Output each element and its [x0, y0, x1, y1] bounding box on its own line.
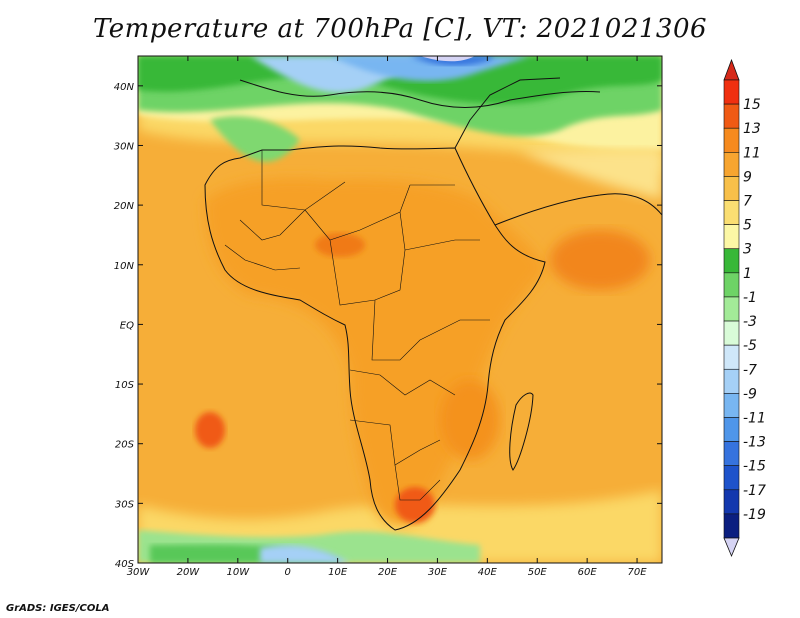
colorbar-label: -5	[743, 338, 757, 354]
colorbar: 15 13 11 9 7 5 3 1 -1 -3 -5 -7 -9 -11 -13 -15 -17 -19	[723, 58, 766, 558]
map-title: Temperature at 700hPa [C], VT: 202102130…	[92, 14, 708, 44]
colorbar-swatch	[723, 176, 740, 201]
lat-tick-label: 40S	[115, 559, 135, 570]
lon-tick-label: 0	[285, 567, 291, 578]
colorbar-swatch	[723, 200, 740, 225]
colorbar-swatch	[723, 393, 740, 418]
colorbar-label: -1	[743, 290, 757, 306]
colorbar-label: -13	[743, 435, 766, 451]
colorbar-label: 13	[743, 121, 761, 137]
colorbar-swatch	[723, 224, 740, 250]
colorbar-min-triangle	[723, 537, 740, 558]
plot-frame	[137, 55, 663, 564]
colorbar-swatch	[723, 103, 740, 129]
colorbar-swatch	[723, 465, 740, 491]
colorbar-label: -9	[743, 386, 757, 402]
country-borders	[224, 150, 490, 501]
colorbar-max-triangle	[723, 58, 740, 81]
lat-tick-label: 10S	[115, 380, 135, 391]
colorbar-label: 7	[743, 194, 752, 210]
lon-tick-label: 30E	[428, 567, 448, 578]
colorbar-swatch	[723, 272, 740, 298]
colorbar-swatch	[723, 344, 740, 370]
lon-tick-label: 40E	[478, 567, 498, 578]
lon-tick-label: 30W	[127, 567, 151, 578]
colorbar-label: 9	[743, 169, 752, 185]
colorbar-label: -3	[743, 314, 757, 330]
lon-tick-label: 70E	[628, 567, 648, 578]
colorbar-swatch	[723, 248, 740, 274]
colorbar-label: 5	[743, 218, 752, 234]
colorbar-swatch	[723, 489, 740, 515]
lon-tick-label: 50E	[528, 567, 548, 578]
colorbar-label: 1	[743, 266, 752, 282]
lon-tick-label: 60E	[578, 567, 598, 578]
colorbar-swatch	[723, 296, 740, 322]
lat-tick-label: 10N	[114, 261, 135, 272]
colorbar-swatch	[723, 127, 740, 153]
colorbar-label: 11	[743, 145, 761, 161]
colorbar-label: -19	[743, 507, 766, 523]
lon-tick-label: 10E	[328, 567, 348, 578]
colorbar-swatch	[723, 152, 740, 177]
colorbar-swatch	[723, 441, 740, 466]
colorbar-label: 15	[743, 97, 761, 113]
lat-tick-label: EQ	[120, 320, 134, 331]
lat-tick-label: 30N	[114, 141, 135, 152]
colorbar-swatch	[723, 320, 740, 346]
temperature-field	[138, 56, 662, 563]
colorbar-swatch	[723, 417, 740, 442]
colorbar-swatch	[723, 368, 740, 394]
colorbar-swatch	[723, 79, 740, 105]
colorbar-label: 3	[743, 242, 752, 258]
lon-tick-label: 20E	[378, 567, 398, 578]
colorbar-label: -11	[743, 410, 766, 426]
lat-tick-label: 30S	[115, 499, 135, 510]
colorbar-label: -17	[743, 483, 766, 499]
colorbar-label: -15	[743, 459, 766, 475]
lon-tick-label: 20W	[177, 567, 201, 578]
grads-credit: GrADS: IGES/COLA	[6, 603, 110, 614]
lat-tick-label: 40N	[114, 82, 135, 93]
lat-tick-label: 20S	[115, 440, 135, 451]
lat-tick-label: 20N	[114, 201, 135, 212]
colorbar-swatch	[723, 513, 740, 539]
lon-tick-label: 10W	[226, 567, 250, 578]
coastlines	[204, 77, 663, 531]
colorbar-label: -7	[743, 362, 757, 378]
